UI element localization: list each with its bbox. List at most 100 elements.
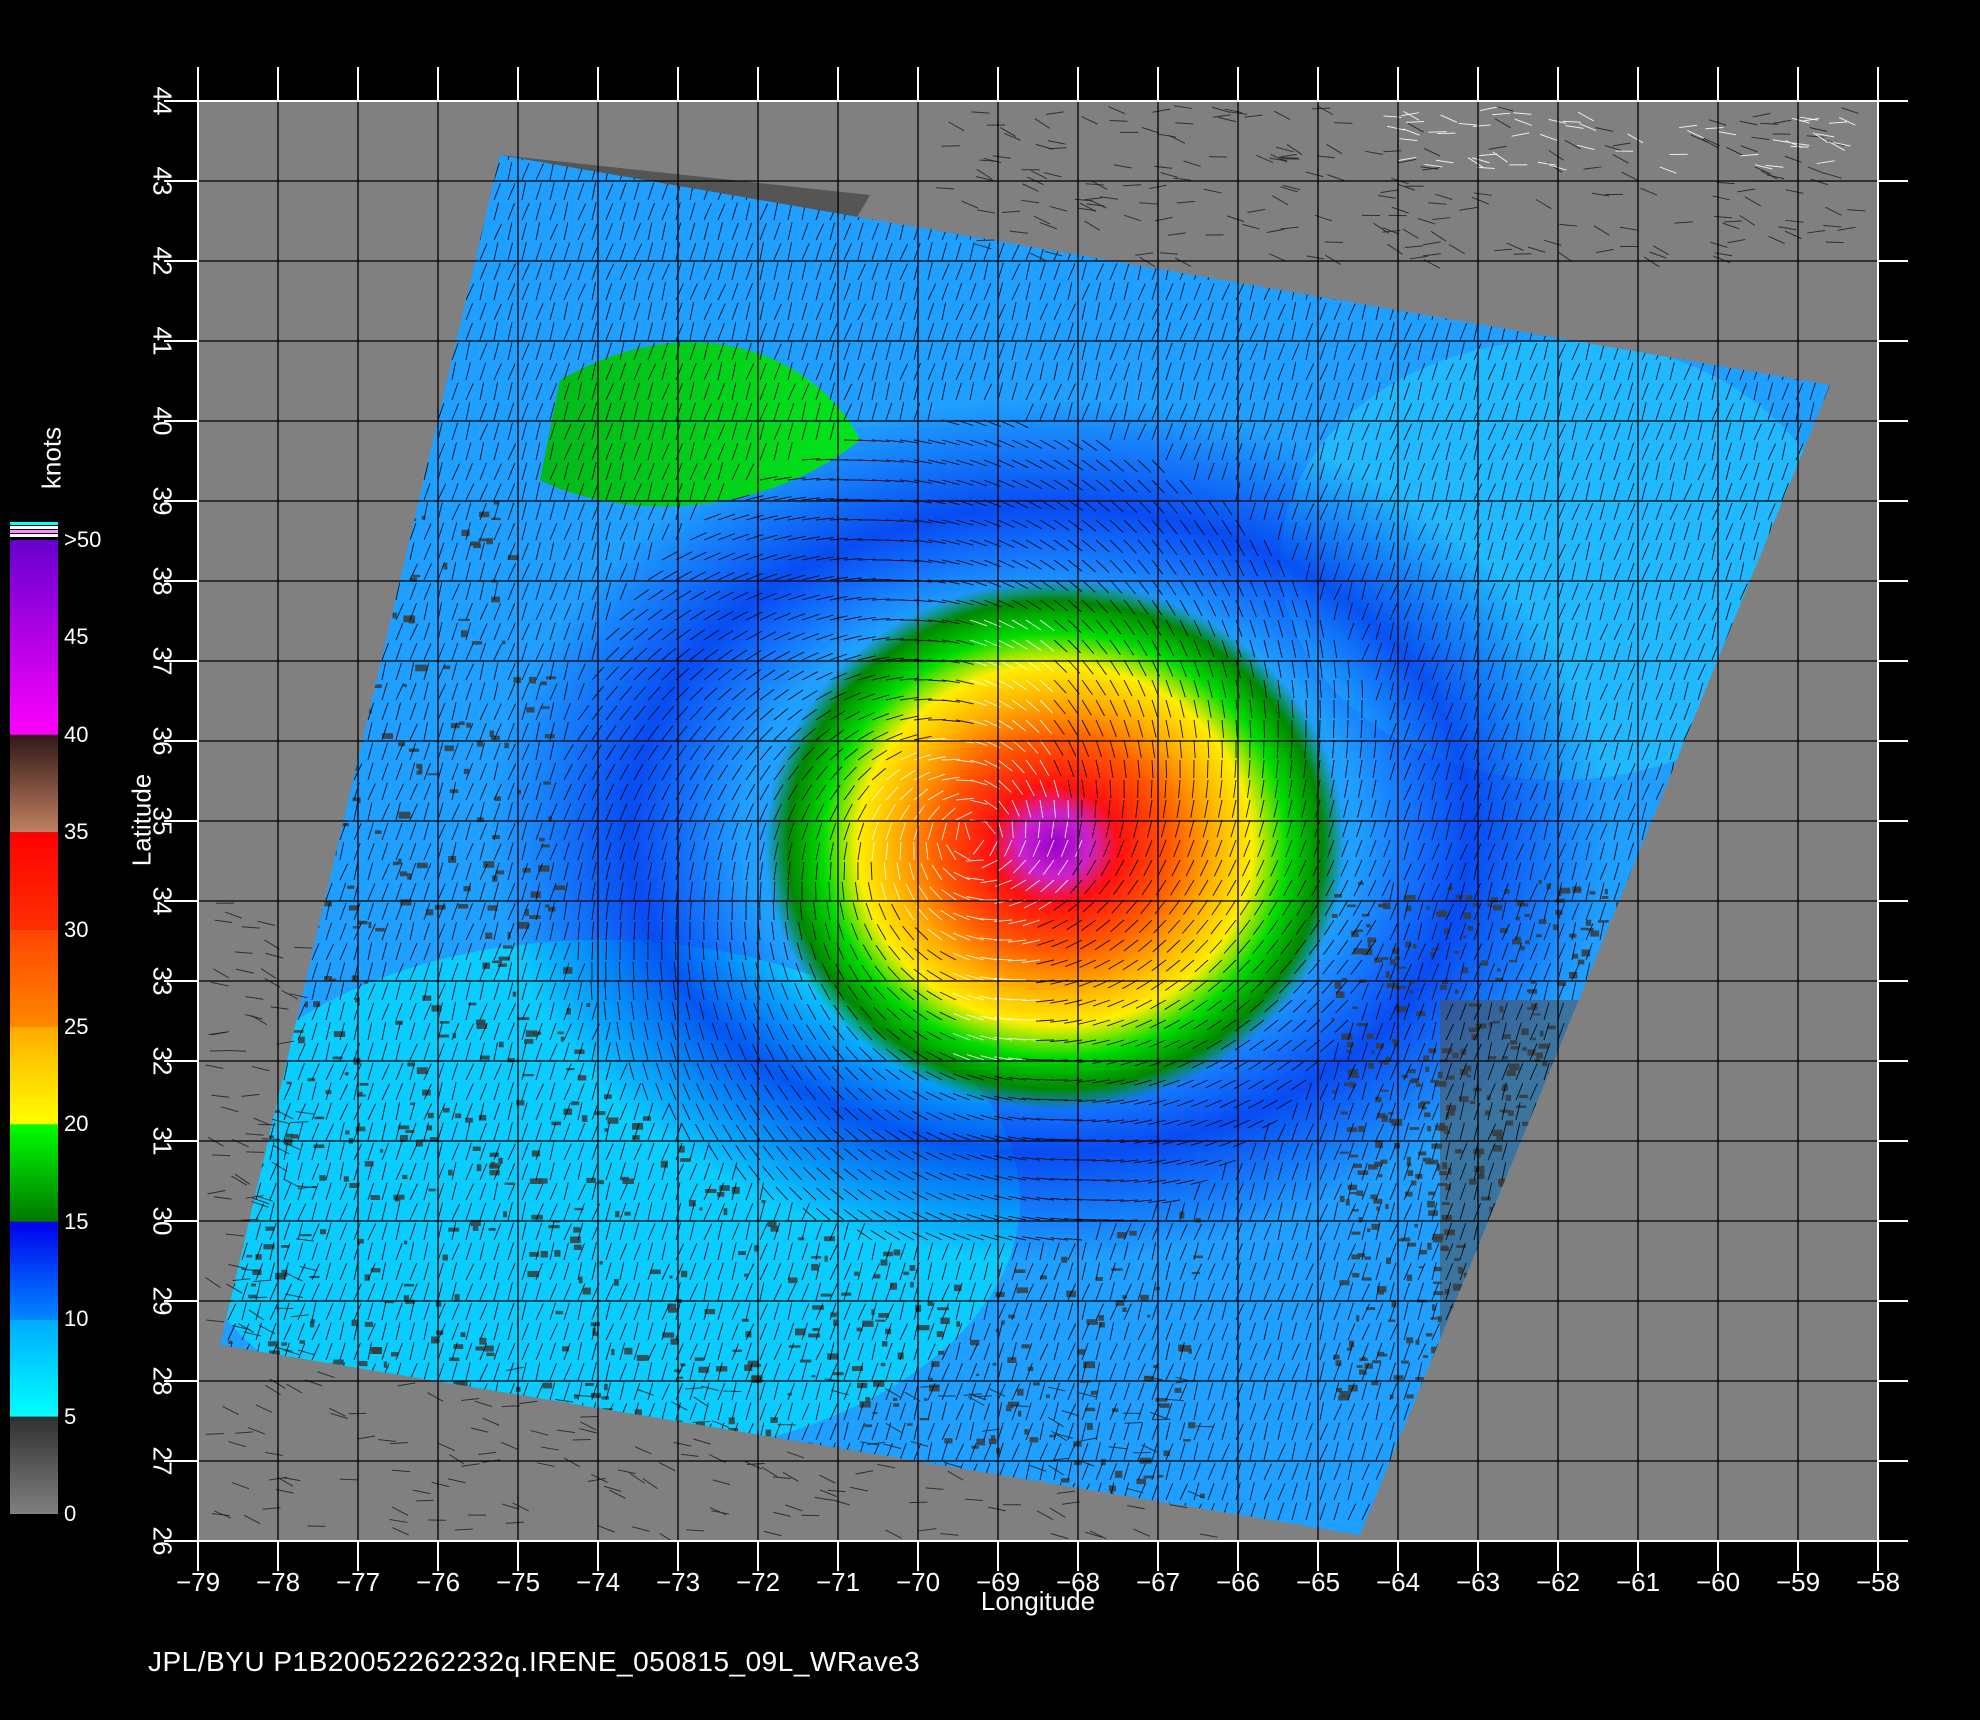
speckle-patch [352, 797, 360, 802]
speckle-patch [585, 1383, 594, 1386]
wind-vector [507, 422, 513, 441]
wind-vector [1081, 479, 1097, 492]
wind-vector [1305, 302, 1311, 321]
wind-vector [829, 282, 837, 301]
wind-vector [857, 363, 866, 381]
wind-vector [731, 442, 739, 461]
wind-vector [633, 263, 642, 281]
wind-vector [731, 262, 737, 281]
speckle-patch [1350, 1154, 1359, 1158]
speckle-patch [1388, 1111, 1394, 1115]
wind-vector [605, 402, 612, 421]
wind-vector [857, 439, 876, 442]
wind-vector [1207, 342, 1215, 361]
wind-vector [1347, 303, 1356, 321]
wind-vector [521, 182, 527, 201]
wind-vector [1095, 382, 1102, 401]
wind-vector [591, 382, 598, 401]
wind-vector [1221, 462, 1229, 481]
wind-vector [1109, 459, 1125, 472]
wind-vector [479, 502, 487, 521]
speckle-patch [1430, 1317, 1440, 1320]
wind-vector [1417, 323, 1427, 341]
wind-vector [591, 282, 597, 301]
wind-vector [1627, 442, 1635, 461]
speckle-patch [529, 1178, 542, 1185]
speckle-patch [460, 630, 468, 638]
speckle-patch [1425, 1066, 1430, 1072]
speckle-patch [357, 920, 366, 924]
speckle-patch [504, 742, 509, 749]
speckle-patch [1415, 1339, 1420, 1345]
speckle-patch [1580, 927, 1588, 931]
wind-vector [1249, 482, 1255, 501]
wind-vector [955, 303, 965, 321]
speckle-patch [573, 1227, 581, 1233]
wind-vector [857, 342, 863, 361]
speckle-patch [1368, 1062, 1375, 1069]
speckle-patch [1469, 1003, 1480, 1007]
wind-vector [885, 402, 893, 421]
wind-vector [1795, 443, 1804, 461]
wind-vector [1067, 362, 1074, 381]
wind-vector [1095, 459, 1111, 472]
wind-vector [1375, 462, 1382, 481]
speckle-patch [1442, 979, 1449, 985]
speckle-patch [1455, 894, 1464, 899]
speckle-patch [880, 1362, 886, 1367]
wind-vector [1207, 462, 1215, 481]
wind-vector [507, 502, 515, 521]
speckle-patch [1423, 1355, 1429, 1358]
wind-vector [815, 262, 823, 281]
speckle-patch [449, 1357, 460, 1362]
wind-vector [1319, 462, 1326, 481]
speckle-patch [1408, 980, 1415, 985]
speckle-patch [936, 1331, 944, 1338]
wind-vector [759, 442, 767, 461]
speckle-patch [1508, 959, 1518, 963]
speckle-patch [1407, 1170, 1414, 1177]
wind-vector [1221, 499, 1233, 516]
wind-vector [563, 323, 572, 341]
speckle-patch [631, 1122, 644, 1130]
wind-vector [1081, 302, 1087, 321]
speckle-patch [688, 1199, 696, 1207]
wind-vector [1165, 302, 1173, 321]
speckle-patch [1437, 1315, 1442, 1323]
speckle-patch [1385, 971, 1390, 979]
wind-vector [633, 382, 640, 401]
wind-vector [773, 202, 779, 221]
wind-vector [1529, 482, 1535, 501]
wind-vector [535, 363, 544, 381]
speckle-patch [1129, 1230, 1137, 1236]
speckle-patch [723, 1208, 728, 1216]
wind-vector [1179, 382, 1185, 401]
speckle-patch [364, 1321, 374, 1327]
wind-vector [955, 363, 964, 381]
speckle-patch [313, 1144, 325, 1149]
wind-vector [577, 283, 586, 301]
wind-vector [955, 479, 974, 486]
speckle-patch [517, 789, 522, 794]
wind-vector [535, 182, 542, 201]
wind-vector [717, 423, 726, 441]
wind-vector [1305, 482, 1312, 501]
speckle-patch [1358, 1217, 1362, 1223]
speckle-patch [574, 1049, 585, 1054]
wind-vector [1291, 343, 1300, 361]
speckle-patch [1386, 1257, 1391, 1264]
wind-vector [913, 363, 921, 381]
wind-vector [605, 243, 614, 261]
wind-vector [479, 382, 485, 401]
wind-vector [857, 402, 863, 421]
wind-vector [507, 162, 513, 181]
wind-vector [731, 463, 740, 481]
wind-vector [969, 282, 977, 301]
wind-vector [549, 442, 555, 461]
wind-vector [745, 363, 755, 381]
wind-vector [1501, 443, 1511, 461]
wind-vector [591, 262, 599, 281]
wind-vector [1291, 402, 1297, 421]
wind-vector [1725, 462, 1731, 481]
speckle-patch [348, 905, 360, 911]
